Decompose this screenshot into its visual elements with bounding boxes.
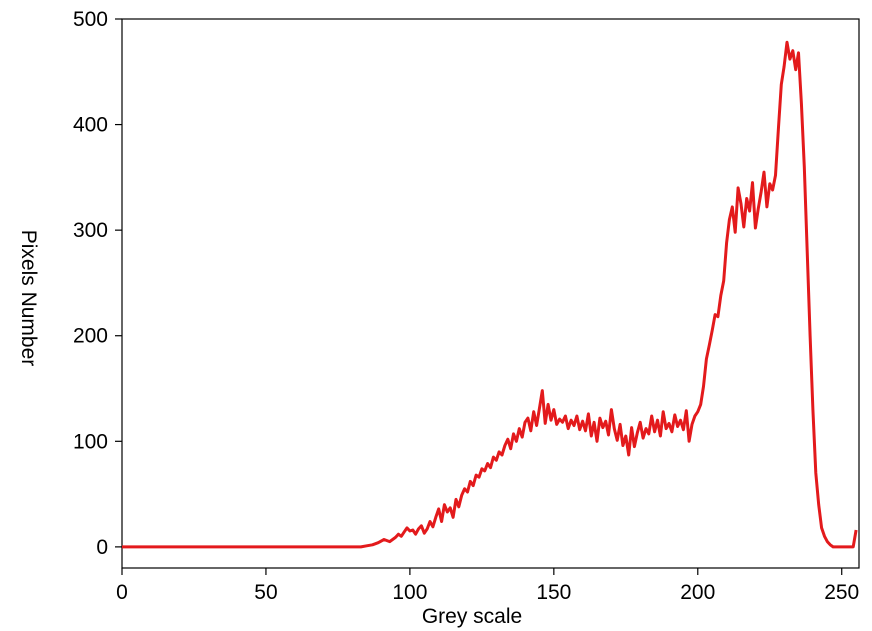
y-tick-label: 200	[73, 325, 108, 348]
y-tick-label: 300	[73, 219, 108, 242]
y-tick-label: 400	[73, 114, 108, 137]
y-axis: 0 100 200 300 400 500	[73, 8, 122, 559]
y-tick-label: 0	[96, 536, 108, 559]
y-axis-label: Pixels Number	[17, 230, 40, 367]
x-tick-label: 100	[392, 581, 427, 604]
x-tick-label: 0	[116, 581, 128, 604]
series-line	[122, 40, 858, 549]
x-axis: 0 50 100 150 200 250	[116, 568, 859, 604]
x-tick-label: 250	[824, 581, 859, 604]
x-tick-label: 50	[254, 581, 277, 604]
y-tick-label: 100	[73, 430, 108, 453]
x-tick-label: 200	[680, 581, 715, 604]
x-tick-label: 150	[536, 581, 571, 604]
y-tick-label: 500	[73, 8, 108, 31]
x-axis-label: Grey scale	[422, 605, 522, 628]
plot-frame	[121, 18, 860, 569]
